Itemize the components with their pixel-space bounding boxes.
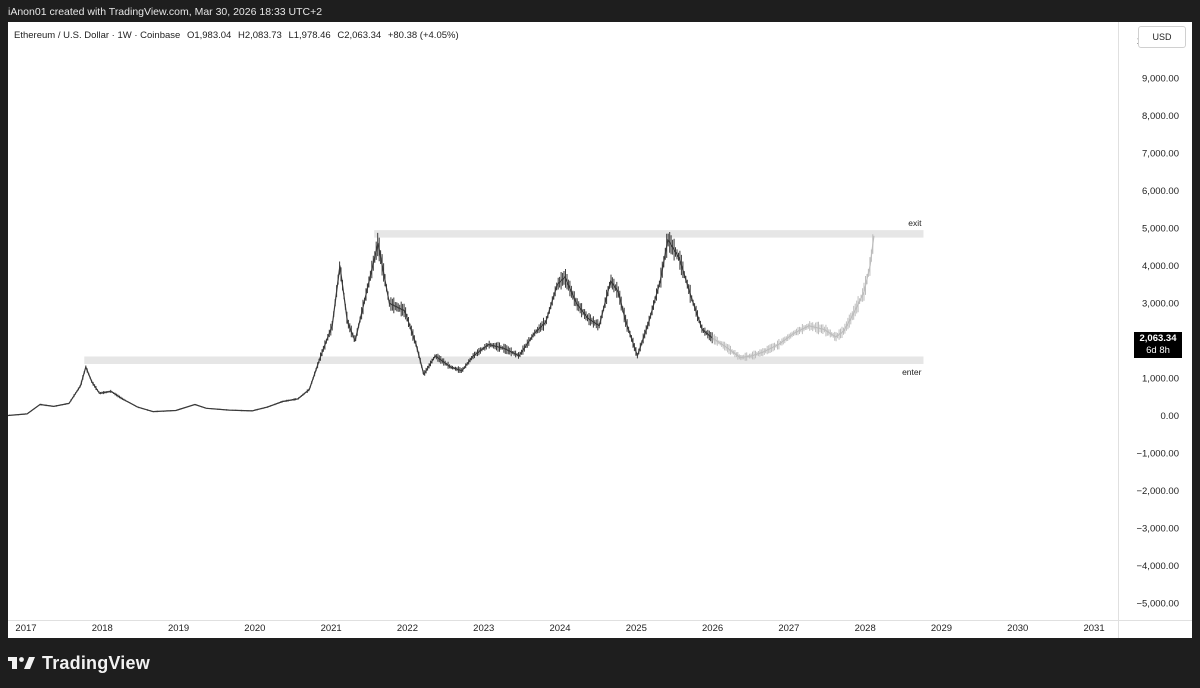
zone-enter: [84, 356, 924, 364]
ohlc-low: L1,978.46: [288, 30, 331, 41]
zone-label-enter: enter: [902, 367, 922, 377]
ohlc-high: H2,083.73: [237, 30, 282, 41]
snapshot-attribution: iAnon01 created with TradingView.com, Ma…: [8, 6, 323, 18]
last-price-value: 2,063.34: [1139, 333, 1177, 344]
price-bars-projection: [712, 234, 874, 361]
y-tick-label: −3,000.00: [1136, 523, 1179, 534]
x-tick-label: 2019: [168, 623, 189, 634]
price-line-projection: [712, 235, 875, 359]
y-tick-label: −5,000.00: [1136, 598, 1179, 609]
price-line-price: [8, 238, 714, 417]
series-price: [8, 232, 714, 417]
chart-panel[interactable]: 10,000.009,000.008,000.007,000.006,000.0…: [8, 22, 1192, 638]
zone-label-exit: exit: [908, 218, 922, 228]
zones-layer: [84, 230, 924, 364]
x-tick-label: 2024: [549, 623, 570, 634]
x-tick-label: 2026: [702, 623, 723, 634]
x-tick-label: 2028: [855, 623, 876, 634]
zone-exit: [374, 230, 924, 238]
tradingview-wordmark: TradingView: [42, 652, 150, 673]
y-tick-label: 7,000.00: [1142, 148, 1179, 159]
y-axis-separator: [8, 22, 1192, 638]
x-tick-label: 2017: [15, 623, 36, 634]
x-tick-label: 2022: [397, 623, 418, 634]
x-tick-label: 2025: [626, 623, 647, 634]
y-tick-label: 3,000.00: [1142, 298, 1179, 309]
series-layer: [8, 232, 875, 417]
y-tick-label: −1,000.00: [1136, 448, 1179, 459]
y-tick-label: −4,000.00: [1136, 561, 1179, 572]
symbol-legend[interactable]: Ethereum / U.S. Dollar · 1W · Coinbase O…: [14, 30, 463, 41]
x-tick-label: 2023: [473, 623, 494, 634]
zone-labels-layer: exit enter: [902, 218, 922, 377]
x-tick-label: 2030: [1007, 623, 1028, 634]
y-tick-label: 0.00: [1161, 411, 1180, 422]
price-chart-svg[interactable]: 10,000.009,000.008,000.007,000.006,000.0…: [8, 22, 1192, 638]
y-tick-label: 4,000.00: [1142, 261, 1179, 272]
time-scale[interactable]: 2017 2018 2019 2020 2021 2022 2023 2024 2025 2026…: [15, 623, 1104, 634]
x-tick-label: 2020: [244, 623, 265, 634]
x-tick-label: 2031: [1083, 623, 1104, 634]
price-scale[interactable]: 10,000.009,000.008,000.007,000.006,000.0…: [1136, 36, 1179, 610]
y-tick-label: 8,000.00: [1142, 111, 1179, 122]
ohlc-open: O1,983.04: [186, 30, 232, 41]
last-price-tag: 2,063.34 6d 8h: [1134, 332, 1182, 358]
x-tick-label: 2029: [931, 623, 952, 634]
x-tick-label: 2018: [92, 623, 113, 634]
ohlc-change: +80.38 (+4.05%): [387, 30, 459, 41]
bar-countdown: 6d 8h: [1146, 345, 1170, 356]
currency-selector[interactable]: USD: [1138, 26, 1186, 48]
tradingview-logo-icon: [8, 657, 35, 669]
tradingview-footer: TradingView: [8, 650, 150, 676]
series-projection: [712, 234, 875, 361]
y-tick-label: 1,000.00: [1142, 373, 1179, 384]
y-tick-label: 9,000.00: [1142, 73, 1179, 84]
x-tick-label: 2027: [778, 623, 799, 634]
symbol-title[interactable]: Ethereum / U.S. Dollar · 1W · Coinbase: [14, 30, 181, 41]
x-tick-label: 2021: [321, 623, 342, 634]
y-tick-label: 6,000.00: [1142, 186, 1179, 197]
price-bars-price: [8, 232, 713, 416]
y-tick-label: 5,000.00: [1142, 223, 1179, 234]
ohlc-close: C2,063.34: [337, 30, 382, 41]
y-tick-label: −2,000.00: [1136, 486, 1179, 497]
